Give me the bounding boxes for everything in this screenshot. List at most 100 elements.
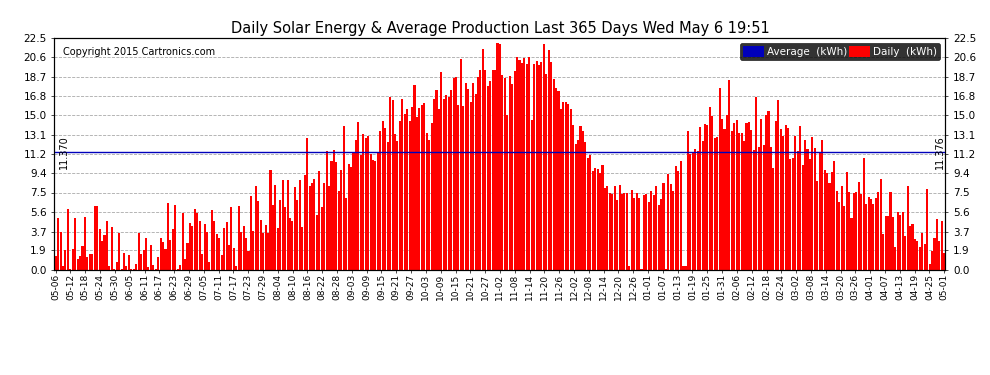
Bar (157, 256, 159, 270)
Bar (672, 191, 674, 270)
Bar (792, 158, 794, 270)
Bar (606, 186, 609, 270)
Bar (919, 247, 921, 270)
Bar (331, 161, 333, 270)
Bar (86, 257, 88, 270)
Bar (877, 192, 879, 270)
Bar (369, 154, 371, 270)
Bar (704, 124, 706, 270)
Bar (880, 178, 882, 270)
Bar (860, 194, 862, 270)
Bar (582, 132, 584, 270)
Bar (174, 205, 176, 270)
Bar (897, 211, 899, 270)
Bar (101, 241, 103, 270)
Bar (474, 94, 476, 270)
Bar (479, 70, 481, 270)
Bar (492, 70, 494, 270)
Bar (162, 242, 164, 270)
Bar (201, 254, 203, 270)
Bar (885, 216, 887, 270)
Bar (557, 92, 559, 270)
Bar (524, 58, 526, 270)
Bar (238, 206, 240, 270)
Bar (301, 227, 303, 270)
Bar (274, 185, 276, 270)
Bar (724, 129, 726, 270)
Bar (714, 138, 716, 270)
Bar (499, 44, 501, 270)
Bar (294, 188, 296, 270)
Bar (799, 126, 801, 270)
Bar (236, 266, 238, 270)
Bar (389, 97, 391, 270)
Bar (472, 82, 474, 270)
Bar (421, 105, 423, 270)
Bar (687, 131, 689, 270)
Bar (662, 183, 664, 270)
Bar (249, 196, 252, 270)
Bar (506, 115, 508, 270)
Bar (784, 125, 787, 270)
Bar (939, 240, 940, 270)
Bar (138, 233, 140, 270)
Bar (829, 183, 831, 270)
Bar (277, 228, 279, 270)
Bar (721, 119, 723, 270)
Bar (123, 253, 125, 270)
Bar (364, 138, 366, 270)
Bar (441, 72, 443, 270)
Bar (731, 132, 733, 270)
Bar (736, 120, 738, 270)
Bar (684, 266, 686, 270)
Text: 11.370: 11.370 (59, 136, 69, 170)
Bar (538, 65, 541, 270)
Bar (482, 49, 484, 270)
Bar (318, 171, 321, 270)
Bar (777, 100, 779, 270)
Bar (346, 198, 347, 270)
Bar (257, 201, 259, 270)
Bar (940, 221, 942, 270)
Bar (179, 265, 181, 270)
Bar (592, 171, 594, 270)
Bar (755, 97, 757, 270)
Bar (382, 121, 384, 270)
Bar (359, 155, 362, 270)
Bar (223, 228, 225, 270)
Bar (436, 90, 438, 270)
Bar (848, 192, 850, 270)
Bar (211, 210, 213, 270)
Bar (904, 236, 906, 270)
Bar (699, 127, 701, 270)
Bar (567, 104, 569, 270)
Bar (845, 172, 847, 270)
Bar (660, 199, 662, 270)
Bar (855, 192, 857, 270)
Bar (889, 192, 892, 270)
Bar (533, 64, 536, 270)
Bar (677, 171, 679, 270)
Bar (196, 213, 198, 270)
Bar (667, 174, 669, 270)
Bar (814, 148, 816, 270)
Bar (762, 146, 764, 270)
Bar (286, 180, 289, 270)
Bar (326, 151, 328, 270)
Bar (821, 140, 824, 270)
Bar (816, 181, 819, 270)
Bar (494, 70, 496, 270)
Bar (602, 165, 604, 270)
Bar (543, 45, 545, 270)
Bar (707, 125, 709, 270)
Bar (341, 170, 343, 270)
Bar (509, 76, 511, 270)
Bar (931, 251, 933, 270)
Bar (914, 239, 916, 270)
Bar (794, 136, 796, 270)
Bar (246, 238, 248, 270)
Bar (264, 225, 266, 270)
Bar (71, 249, 74, 270)
Bar (574, 144, 576, 270)
Bar (284, 207, 286, 270)
